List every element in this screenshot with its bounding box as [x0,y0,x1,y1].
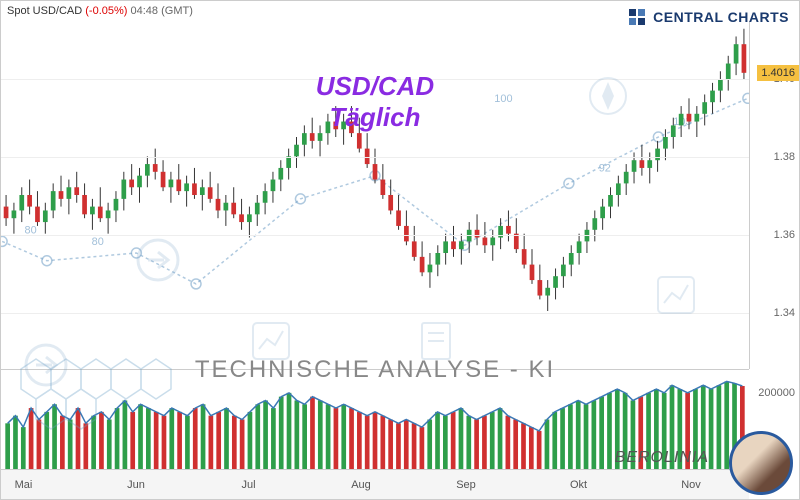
logo-icon [627,7,647,27]
gridline [1,235,749,236]
avatar-icon [729,431,793,495]
x-tick: Aug [351,479,371,491]
attribution: BEROLINIA [615,449,709,467]
vol-y-tick: 200000 [758,387,795,399]
y-tick: 1.34 [774,307,795,319]
x-tick: Sep [456,479,476,491]
x-tick: Okt [570,479,587,491]
last-price-tag: 1.4016 [757,65,799,81]
y-tick: 1.38 [774,151,795,163]
y-tick: 1.36 [774,229,795,241]
time-label: 04:48 (GMT) [131,5,193,17]
logo: CENTRAL CHARTS [627,7,789,27]
chart-title: USD/CAD Täglich [1,71,749,133]
chart-header: Spot USD/CAD (-0.05%) 04:48 (GMT) [7,5,193,17]
title-line2: Täglich [1,102,749,133]
x-tick: Jul [241,479,255,491]
watermark-chart-icon [654,273,698,317]
x-tick: Nov [681,479,701,491]
title-line1: USD/CAD [1,71,749,102]
gridline [1,313,749,314]
x-axis: Mai Jun Jul Aug Sep Okt Nov [1,469,749,499]
x-tick: Jun [127,479,145,491]
logo-text: CENTRAL CHARTS [653,9,789,25]
change-label: (-0.05%) [85,5,127,17]
chart-container: Spot USD/CAD (-0.05%) 04:48 (GMT) CENTRA… [0,0,800,500]
watermark-arrow-icon [136,238,180,282]
x-tick: Mai [15,479,33,491]
gridline [1,157,749,158]
subtitle: TECHNISCHE ANALYSE - KI [1,356,749,384]
symbol-label: Spot USD/CAD [7,5,82,17]
